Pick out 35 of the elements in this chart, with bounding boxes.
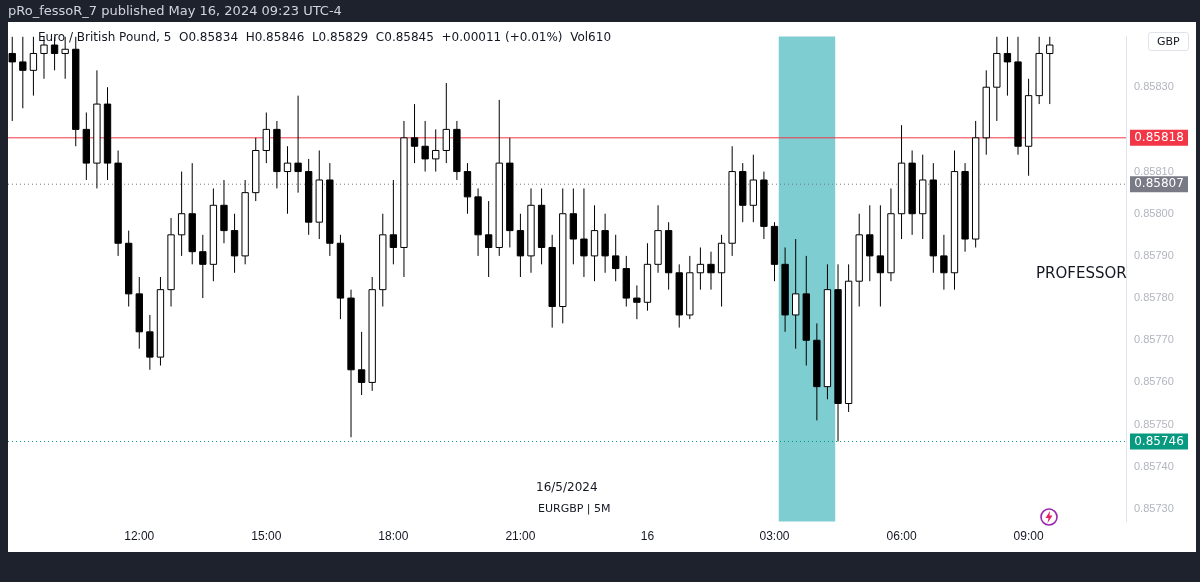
y-tick-label: 0.85760 [1134,375,1174,388]
x-tick-label: 03:00 [759,529,790,544]
x-tick-label: 21:00 [505,529,536,544]
y-tick-label: 0.85770 [1134,333,1174,346]
x-tick-label: 12:00 [124,529,155,544]
candlestick [961,162,969,253]
y-tick-label: 0.85730 [1134,501,1174,514]
candlestick [834,263,842,442]
chart-title: pRo_fessoR_7 published May 16, 2024 09:23 UTC-4 [8,3,342,18]
text: GBP [1148,32,1189,51]
candlestick [146,314,154,371]
x-tick-label: 16 [640,529,655,544]
chart-subtitle: Euro / British Pound, 5 O0.85834 H0.85846 L0.85829 C0.85845 +0.00011 (+0.01%) Vol610 [38,30,612,44]
ref-line-label: 0.85807 [1134,176,1184,191]
y-tick-label: 0.85800 [1134,206,1174,219]
ref-line-label: 0.85746 [1134,433,1184,448]
x-tick-label: 06:00 [886,529,917,544]
candlestick [527,187,535,274]
candlestick [654,204,662,274]
x-tick-label: 09:00 [1013,529,1044,544]
y-tick-label: 0.85810 [1134,164,1174,177]
y-tick-label: 0.85830 [1134,80,1174,93]
annotation: EURGBP | 5M [538,502,611,515]
y-tick-label: 0.85780 [1134,291,1174,304]
ref-line-label: 0.85818 [1134,129,1184,144]
candlestick [1014,36,1022,156]
annotation: 16/5/2024 [536,480,598,494]
y-tick-label: 0.85740 [1134,459,1174,472]
candlestick [347,289,355,438]
annotation: PROFESSOR [1036,264,1127,282]
x-tick-label: 15:00 [251,529,282,544]
y-tick-label: 0.85750 [1134,417,1174,430]
candlestick [400,120,408,278]
x-tick-label: 18:00 [378,529,409,544]
y-tick-label: 0.85790 [1134,248,1174,261]
